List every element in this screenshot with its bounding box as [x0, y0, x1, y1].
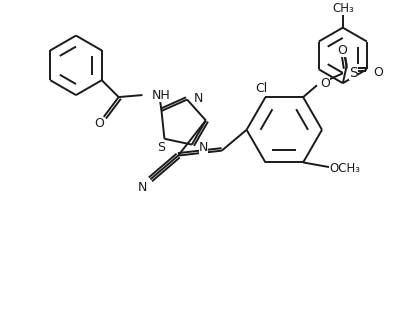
Text: O: O	[320, 77, 330, 90]
Text: Cl: Cl	[255, 82, 268, 95]
Text: O: O	[373, 66, 383, 79]
Text: OCH₃: OCH₃	[329, 162, 360, 175]
Text: S: S	[349, 66, 358, 80]
Text: O: O	[337, 44, 347, 56]
Text: N: N	[199, 141, 208, 154]
Text: N: N	[138, 181, 147, 194]
Text: N: N	[194, 92, 204, 105]
Text: CH₃: CH₃	[332, 2, 354, 15]
Text: S: S	[158, 141, 166, 154]
Text: NH: NH	[151, 89, 170, 102]
Text: O: O	[94, 117, 104, 130]
